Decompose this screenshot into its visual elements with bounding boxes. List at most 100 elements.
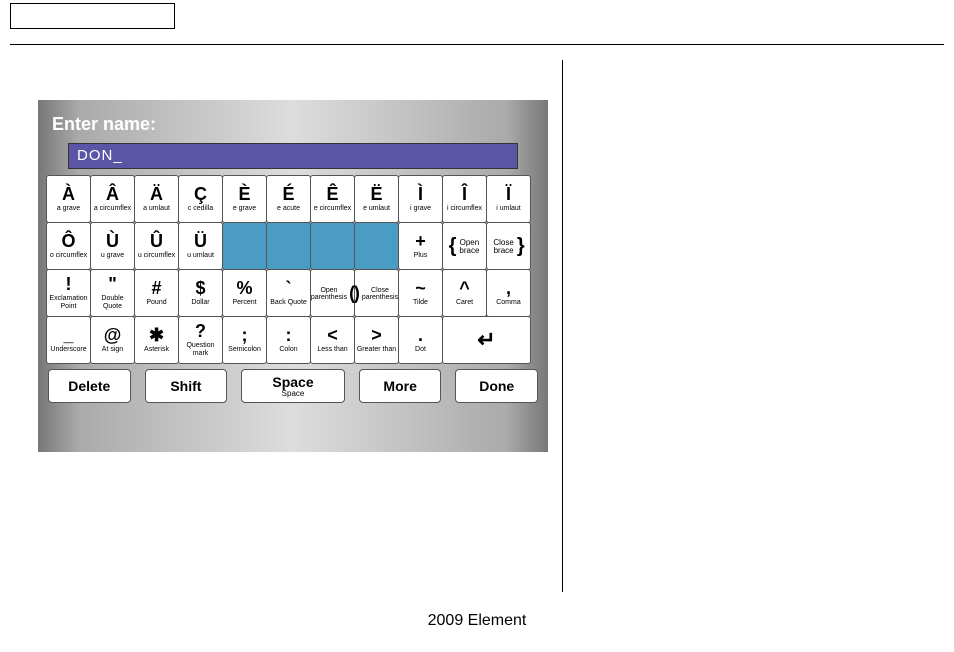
key-o-circumflex[interactable]: Ôo circumflex bbox=[46, 222, 91, 270]
key-label: Less than bbox=[316, 346, 348, 354]
key-greater-than[interactable]: > Greater than bbox=[354, 316, 399, 364]
key-label: a grave bbox=[56, 205, 81, 213]
key-exclamation-point[interactable]: !Exclamation Point bbox=[46, 269, 91, 317]
done-button[interactable]: Done bbox=[455, 369, 538, 403]
name-input[interactable]: DON_ bbox=[68, 143, 518, 169]
key-double-quote[interactable]: "Double Quote bbox=[90, 269, 135, 317]
key-e-acute[interactable]: Ée acute bbox=[266, 175, 311, 223]
key-glyph: : bbox=[286, 326, 292, 344]
keyboard-row: _Underscore @ At sign ✱Asterisk?Question ma… bbox=[46, 316, 540, 363]
key-glyph: Ä bbox=[150, 185, 163, 203]
horizontal-rule bbox=[10, 44, 944, 45]
key-empty[interactable] bbox=[266, 222, 311, 270]
key-comma[interactable]: ,Comma bbox=[486, 269, 531, 317]
key-question-mark[interactable]: ?Question mark bbox=[178, 316, 223, 364]
key-glyph: @ bbox=[104, 326, 122, 344]
key-label: Tilde bbox=[412, 299, 429, 307]
key-i-grave[interactable]: Ìi grave bbox=[398, 175, 443, 223]
key-glyph: ^ bbox=[459, 279, 470, 297]
key-open-parenthesis[interactable]: Openparenthesis( bbox=[310, 269, 355, 317]
key-glyph: Ü bbox=[194, 232, 207, 250]
key-label: i umlaut bbox=[495, 205, 522, 213]
key-glyph: # bbox=[151, 279, 161, 297]
key-tilde[interactable]: ~Tilde bbox=[398, 269, 443, 317]
more-button[interactable]: More bbox=[359, 369, 442, 403]
key-asterisk[interactable]: ✱Asterisk bbox=[134, 316, 179, 364]
vertical-rule bbox=[562, 60, 563, 592]
key-glyph: > bbox=[371, 326, 382, 344]
key-label: Comma bbox=[495, 299, 522, 307]
key-open-brace[interactable]: {Openbrace bbox=[442, 222, 487, 270]
key-glyph: } bbox=[517, 236, 525, 256]
keyboard: Àa graveÂa circumflexÄa umlautÇc cedilla… bbox=[46, 175, 540, 363]
key-i-umlaut[interactable]: Ïi umlaut bbox=[486, 175, 531, 223]
key-label: u circumflex bbox=[137, 252, 176, 260]
keyboard-panel: Enter name: DON_ Àa graveÂa circumflexÄa… bbox=[38, 100, 548, 452]
key-dot[interactable]: .Dot bbox=[398, 316, 443, 364]
key-empty[interactable] bbox=[354, 222, 399, 270]
key-close-brace[interactable]: Closebrace} bbox=[486, 222, 531, 270]
key-glyph: Ô bbox=[61, 232, 75, 250]
key-label: a umlaut bbox=[142, 205, 171, 213]
key-u-circumflex[interactable]: Ûu circumflex bbox=[134, 222, 179, 270]
key-label: a circumflex bbox=[93, 205, 132, 213]
key-underscore[interactable]: _Underscore bbox=[46, 316, 91, 364]
key-label: o circumflex bbox=[49, 252, 88, 260]
key-e-umlaut[interactable]: Ëe umlaut bbox=[354, 175, 399, 223]
key-label: Underscore bbox=[49, 346, 87, 354]
key-at-sign[interactable]: @ At sign bbox=[90, 316, 135, 364]
key-label: Question mark bbox=[179, 342, 222, 357]
key-label: At sign bbox=[101, 346, 124, 354]
delete-button[interactable]: Delete bbox=[48, 369, 131, 403]
key-semicolon[interactable]: ;Semicolon bbox=[222, 316, 267, 364]
key-label: e acute bbox=[276, 205, 301, 213]
key-glyph: È bbox=[238, 185, 250, 203]
key-label: Openbrace bbox=[458, 239, 480, 255]
key-e-circumflex[interactable]: Êe circumflex bbox=[310, 175, 355, 223]
key-glyph: { bbox=[449, 236, 457, 256]
key-close-parenthesis[interactable]: )Closeparenthesis bbox=[354, 269, 399, 317]
key-a-circumflex[interactable]: Âa circumflex bbox=[90, 175, 135, 223]
key-colon[interactable]: :Colon bbox=[266, 316, 311, 364]
key-label: Double Quote bbox=[91, 295, 134, 310]
button-label: Delete bbox=[68, 378, 110, 394]
key-i-circumflex[interactable]: Îi circumflex bbox=[442, 175, 487, 223]
key-pound[interactable]: # Pound bbox=[134, 269, 179, 317]
key-label: Plus bbox=[413, 252, 429, 260]
key-label: u grave bbox=[100, 252, 125, 260]
key-glyph: Ë bbox=[370, 185, 382, 203]
key-dollar[interactable]: $Dollar bbox=[178, 269, 223, 317]
key-percent[interactable]: %Percent bbox=[222, 269, 267, 317]
key-plus[interactable]: +Plus bbox=[398, 222, 443, 270]
key-u-umlaut[interactable]: Üu umlaut bbox=[178, 222, 223, 270]
space-button[interactable]: SpaceSpace bbox=[241, 369, 345, 403]
keyboard-row: Ôo circumflexÙu graveÛu circumflexÜu uml… bbox=[46, 222, 540, 269]
key-label: i grave bbox=[409, 205, 432, 213]
key-glyph: À bbox=[62, 185, 75, 203]
key-glyph: Ù bbox=[106, 232, 119, 250]
key-empty[interactable] bbox=[310, 222, 355, 270]
key-c-cedilla[interactable]: Çc cedilla bbox=[178, 175, 223, 223]
key-empty[interactable] bbox=[222, 222, 267, 270]
key-label: e grave bbox=[232, 205, 257, 213]
key-label: Greater than bbox=[356, 346, 397, 354]
key-label: Pound bbox=[145, 299, 167, 307]
key-a-umlaut[interactable]: Äa umlaut bbox=[134, 175, 179, 223]
key-label: Back Quote bbox=[269, 299, 308, 307]
key-caret[interactable]: ^Caret bbox=[442, 269, 487, 317]
key-less-than[interactable]: <Less than bbox=[310, 316, 355, 364]
shift-button[interactable]: Shift bbox=[145, 369, 228, 403]
key-glyph: ! bbox=[66, 275, 72, 293]
key-enter[interactable]: ↵ bbox=[442, 316, 531, 364]
key-glyph: % bbox=[236, 279, 252, 297]
footer-text: 2009 Element bbox=[0, 612, 954, 630]
key-e-grave[interactable]: Èe grave bbox=[222, 175, 267, 223]
key-u-grave[interactable]: Ùu grave bbox=[90, 222, 135, 270]
key-a-grave[interactable]: Àa grave bbox=[46, 175, 91, 223]
key-glyph: Ì bbox=[418, 185, 423, 203]
key-label: Openparenthesis bbox=[310, 287, 348, 301]
key-glyph: Î bbox=[462, 185, 467, 203]
key-glyph: Ï bbox=[506, 185, 511, 203]
key-glyph: Û bbox=[150, 232, 163, 250]
key-back-quote[interactable]: `Back Quote bbox=[266, 269, 311, 317]
